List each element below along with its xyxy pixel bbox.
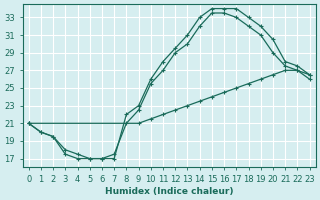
X-axis label: Humidex (Indice chaleur): Humidex (Indice chaleur) bbox=[105, 187, 233, 196]
